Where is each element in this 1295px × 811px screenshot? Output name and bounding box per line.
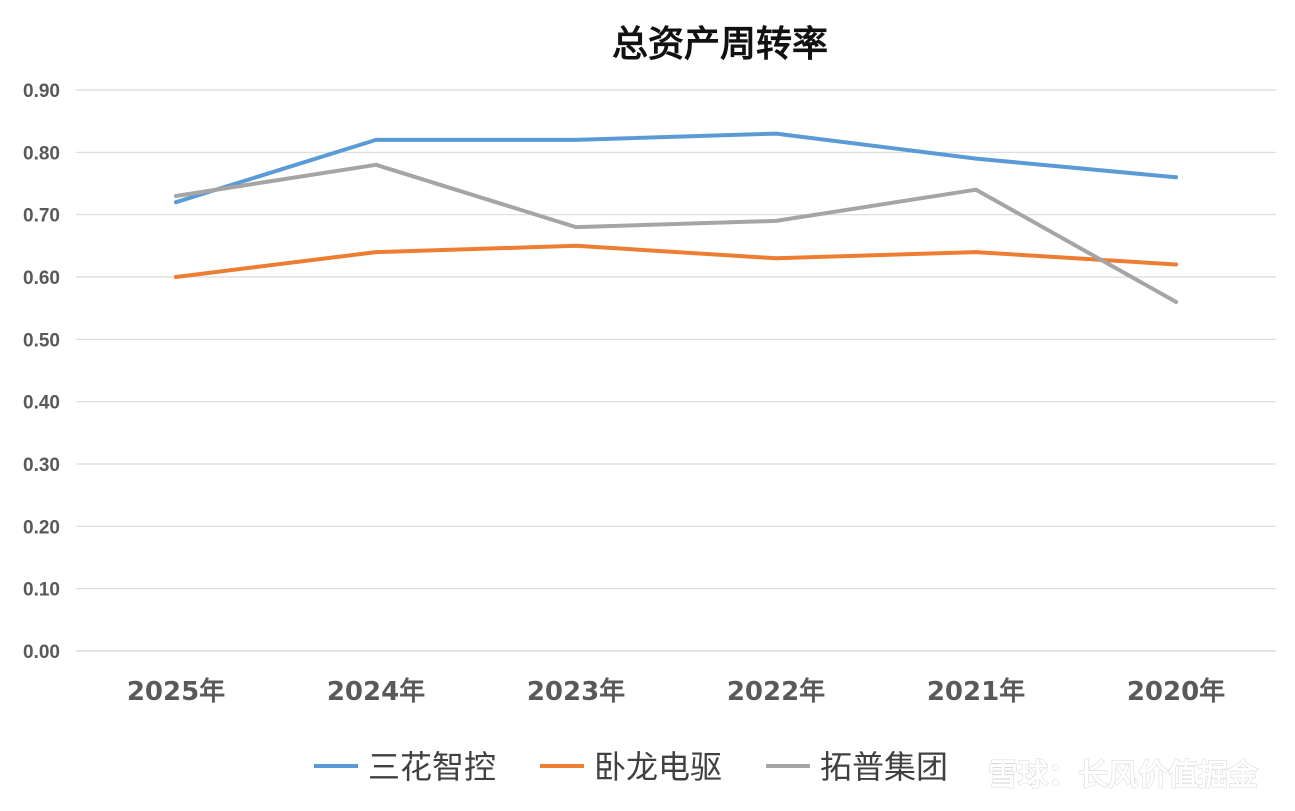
y-tick-label: 0.90 xyxy=(23,81,60,102)
y-tick-label: 0.10 xyxy=(23,580,60,601)
x-tick-label: 2025年 xyxy=(127,676,225,707)
data-point xyxy=(774,256,778,261)
x-axis-ticks: 2025年 2024年 2023年 2022年 2021年 2020年 xyxy=(127,676,1225,707)
data-point xyxy=(974,250,978,255)
y-tick-label: 0.30 xyxy=(23,455,60,476)
series-lines xyxy=(174,131,1178,304)
data-point xyxy=(574,243,578,248)
data-point xyxy=(1174,262,1178,267)
data-point xyxy=(1174,175,1178,180)
data-point xyxy=(374,162,378,167)
legend: 三花智控 卧龙电驱 拓普集团 xyxy=(314,748,948,786)
data-point xyxy=(574,137,578,142)
data-point xyxy=(774,218,778,223)
series-line-0 xyxy=(174,131,1178,205)
x-tick-label: 2023年 xyxy=(527,676,625,707)
y-tick-label: 0.50 xyxy=(23,330,60,351)
y-tick-label: 0.70 xyxy=(23,206,60,227)
x-tick-label: 2024年 xyxy=(327,676,425,707)
gridlines xyxy=(76,89,1276,652)
y-tick-label: 0.60 xyxy=(23,268,60,289)
watermark-text: 雪球：长风价值掘金 xyxy=(988,758,1259,793)
data-point xyxy=(374,250,378,255)
x-tick-label: 2022年 xyxy=(727,676,825,707)
y-tick-label: 0.20 xyxy=(23,517,60,538)
data-point xyxy=(374,137,378,142)
data-point xyxy=(774,131,778,136)
legend-label: 三花智控 xyxy=(368,748,496,786)
data-point xyxy=(174,200,178,205)
x-tick-label: 2021年 xyxy=(927,676,1025,707)
data-point xyxy=(174,275,178,279)
y-tick-label: 0.80 xyxy=(23,143,60,164)
series-line-2 xyxy=(174,162,1178,304)
y-tick-label: 0.00 xyxy=(23,642,60,663)
data-point xyxy=(974,187,978,192)
legend-label: 拓普集团 xyxy=(820,748,948,786)
y-axis-ticks: 0.00 0.10 0.20 0.30 0.40 0.50 0.60 0.70 0.80 0.90 xyxy=(23,81,60,663)
legend-label: 卧龙电驱 xyxy=(594,748,722,786)
chart-title: 总资产周转率 xyxy=(612,23,828,65)
data-point xyxy=(974,156,978,161)
data-point xyxy=(574,225,578,230)
data-point xyxy=(1174,299,1178,304)
y-tick-label: 0.40 xyxy=(23,393,60,414)
data-point xyxy=(174,193,178,198)
series-line-1 xyxy=(174,243,1178,279)
x-tick-label: 2020年 xyxy=(1127,676,1225,707)
